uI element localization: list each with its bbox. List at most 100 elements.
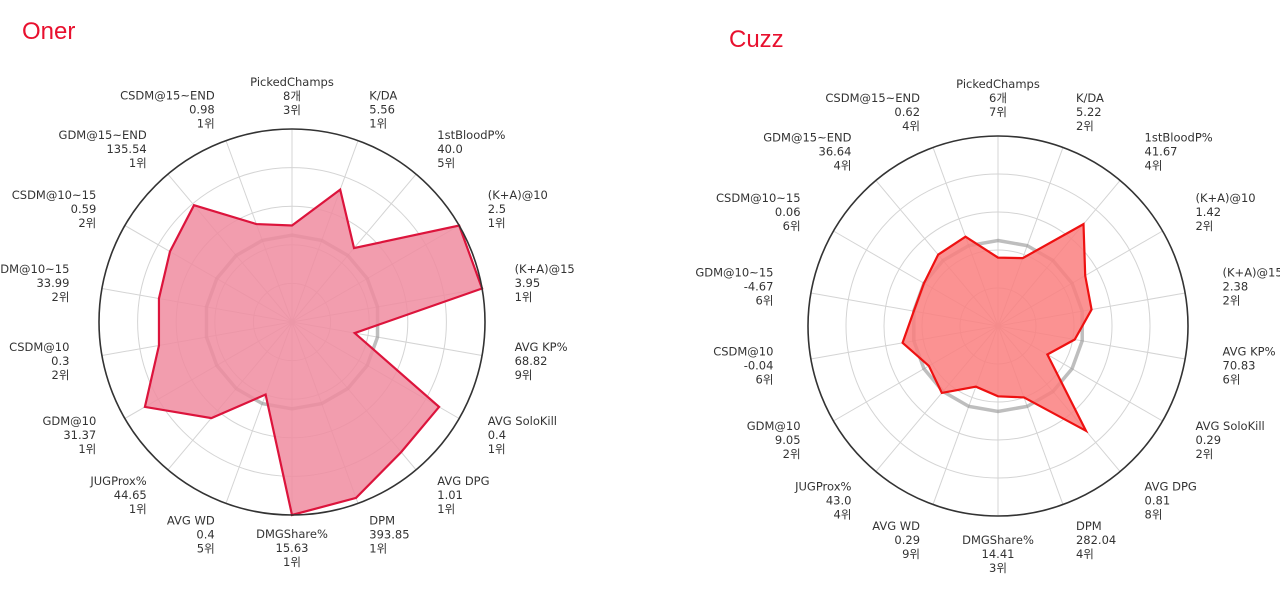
axis-label-name: DMGShare% [256,527,328,541]
axis-label-rank: 3위 [989,561,1007,575]
axis-label-rank: 2위 [1076,119,1094,133]
axis-label-rank: 6위 [783,219,801,233]
axis-label-name: AVG KP% [515,340,568,354]
axis-label-value: 6개 [989,91,1007,105]
axis-label-name: PickedChamps [250,75,334,89]
axis-label-rank: 4위 [1076,547,1094,561]
axis-label: (K+A)@15 2.38 2위 [1223,265,1280,307]
axis-label: DMGShare% 14.41 3위 [962,533,1034,575]
axis-label: (K+A)@10 2.5 1위 [488,188,548,230]
axis-label: CSDM@10 -0.04 6위 [713,345,773,387]
axis-label-rank: 9위 [515,368,533,382]
axis-label-name: JUGProx% [794,480,851,494]
axis-label: CSDM@15~END 0.62 4위 [825,91,920,133]
axis-label-name: AVG DPG [437,474,489,488]
outer-frame [807,135,1189,517]
axis-label-value: -0.04 [744,359,774,373]
axis-label-rank: 1위 [78,442,96,456]
axis-label-rank: 2위 [1223,293,1241,307]
axis-label-rank: 1위 [515,290,533,304]
axis-label-value: 44.65 [114,488,147,502]
axis-label-rank: 5위 [197,541,215,555]
axis-label-value: 0.29 [1195,433,1221,447]
axis-label-value: 0.4 [196,527,214,541]
axis-label-name: (K+A)@10 [488,188,548,202]
axis-label-name: K/DA [1076,91,1104,105]
axis-label-rank: 9위 [902,547,920,561]
axis-label: DPM 282.04 4위 [1076,519,1116,561]
axis-label-value: -4.67 [744,279,774,293]
axis-label: (K+A)@10 1.42 2위 [1195,191,1255,233]
axis-label-name: DMGShare% [962,533,1034,547]
axis-label: AVG WD 0.29 9위 [872,519,920,561]
axis-label-name: GDM@10 [42,414,96,428]
series-polygon-oner [143,187,484,517]
axis-label-name: AVG KP% [1223,345,1276,359]
axis-label-value: 0.3 [51,354,69,368]
axis-label-rank: 6위 [756,373,774,387]
axis-label: CSDM@10~15 0.06 6위 [716,191,801,233]
axis-label-value: 2.5 [488,202,506,216]
axis-label: CSDM@10 0.3 2위 [9,340,69,382]
axis-label-rank: 3위 [283,103,301,117]
axis-label-value: 0.59 [71,202,97,216]
axis-label: AVG KP% 68.82 9위 [515,340,568,382]
axis-label: AVG DPG 1.01 1위 [437,474,489,516]
axis-label-rank: 5위 [437,156,455,170]
axis-label-value: 31.37 [63,428,96,442]
axis-label-value: 1.42 [1195,205,1221,219]
outer-frame [98,128,486,516]
axis-label-name: GDM@10 [747,419,801,433]
axis-label-name: 1stBloodP% [437,128,505,142]
axis-label-name: (K+A)@15 [515,262,575,276]
axis-label-value: 2.38 [1223,279,1249,293]
axis-label-value: 9.05 [775,433,801,447]
axis-label: GDM@10~15 -4.67 6위 [695,265,773,307]
axis-label: JUGProx% 44.65 1위 [89,474,146,516]
axis-label-value: 40.0 [437,142,463,156]
axis-label-rank: 2위 [52,290,70,304]
axis-label-rank: 1위 [129,156,147,170]
axis-label: AVG SoloKill 0.29 2위 [1195,419,1264,461]
axis-label-name: CSDM@10~15 [12,188,97,202]
axis-label-rank: 2위 [1195,219,1213,233]
axis-label-value: 70.83 [1223,359,1256,373]
axis-label-name: AVG WD [167,513,215,527]
axis-label-rank: 1위 [369,541,387,555]
axis-label-rank: 1위 [488,216,506,230]
axis-label-value: 43.0 [826,494,852,508]
axis-label-value: 1.01 [437,488,463,502]
axis-label: 1stBloodP% 40.0 5위 [437,128,505,170]
axis-label-value: 68.82 [515,354,548,368]
axis-label-rank: 4위 [834,158,852,172]
axis-label-rank: 6위 [756,293,774,307]
axis-label-value: 393.85 [369,527,409,541]
axis-label: K/DA 5.22 2위 [1076,91,1104,133]
axis-label: AVG DPG 0.81 8위 [1145,480,1197,522]
chart-title-cuzz: Cuzz [729,26,784,53]
axis-label: AVG WD 0.4 5위 [167,513,215,555]
axis-label-name: GDM@15~END [59,128,147,142]
axis-label-rank: 2위 [52,368,70,382]
axis-label-value: 5.56 [369,103,395,117]
axis-label-name: PickedChamps [956,77,1040,91]
axis-label-value: 0.06 [775,205,801,219]
axis-label-rank: 2위 [78,216,96,230]
axis-label-value: 135.54 [106,142,146,156]
axis-label-rank: 7위 [989,105,1007,119]
axis-label-value: 0.98 [189,103,215,117]
axis-label: CSDM@10~15 0.59 2위 [12,188,97,230]
axis-label: K/DA 5.56 1위 [369,89,397,131]
axis-label-rank: 4위 [902,119,920,133]
axis-label-rank: 6위 [1223,373,1241,387]
axis-label-name: JUGProx% [89,474,146,488]
axis-label-rank: 1위 [437,502,455,516]
axis-label-name: AVG WD [872,519,920,533]
axis-label-rank: 4위 [1145,158,1163,172]
axis-label-value: 0.62 [894,105,920,119]
axis-label-rank: 8위 [1145,508,1163,522]
axis-label-value: 5.22 [1076,105,1102,119]
series-polygon-cuzz [901,222,1093,434]
